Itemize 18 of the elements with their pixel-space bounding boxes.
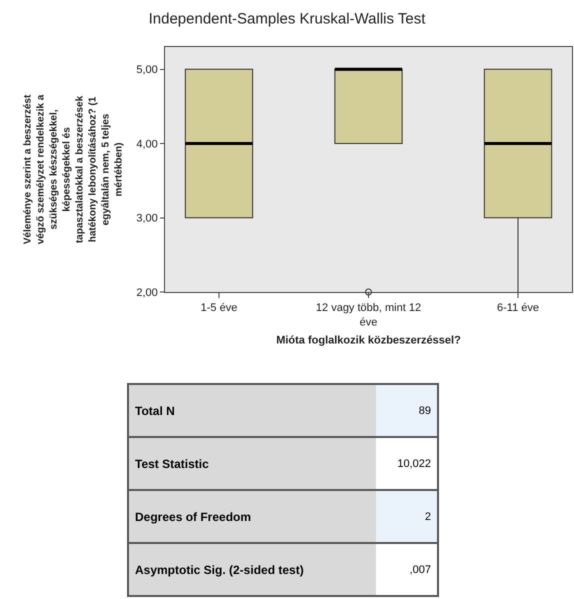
y-axis-title: Véleménye szerint a beszerzést végző személyzet rendelkezik a szükséges készségekkel, képességekkel és tapasztalatokkal a beszerzések hatékony lebonyolításához? (1 egyáltalán nem, 5 teljes mértékben) — [22, 94, 124, 244]
category-label: Asymptotic Sig. (2-sided test) — [128, 543, 376, 596]
x-tick-label: 12 vagy több, mint 12 éve — [316, 302, 422, 328]
x-axis-title: Mióta foglalkozik közbeszerzéssel? — [276, 334, 462, 347]
text: 2 — [424, 510, 431, 522]
category-label: Degrees of Freedom — [128, 490, 376, 543]
y-tick-label: 4,00 — [136, 138, 158, 150]
y-tick-label: 5,00 — [136, 64, 158, 76]
x-tick-label: 1-5 éve — [200, 302, 238, 314]
text: 89 — [418, 404, 431, 416]
y-tick-label: 3,00 — [136, 212, 158, 225]
category-label: Test Statistic — [128, 437, 376, 490]
chart-title: Independent-Samples Kruskal-Wallis Test — [148, 10, 426, 28]
category-label: Total N — [128, 384, 376, 437]
y-tick-label: 2,00 — [136, 286, 158, 299]
x-tick-label: 6-11 éve — [497, 302, 540, 314]
text: ,007 — [410, 564, 431, 576]
text: 10,022 — [397, 458, 431, 470]
